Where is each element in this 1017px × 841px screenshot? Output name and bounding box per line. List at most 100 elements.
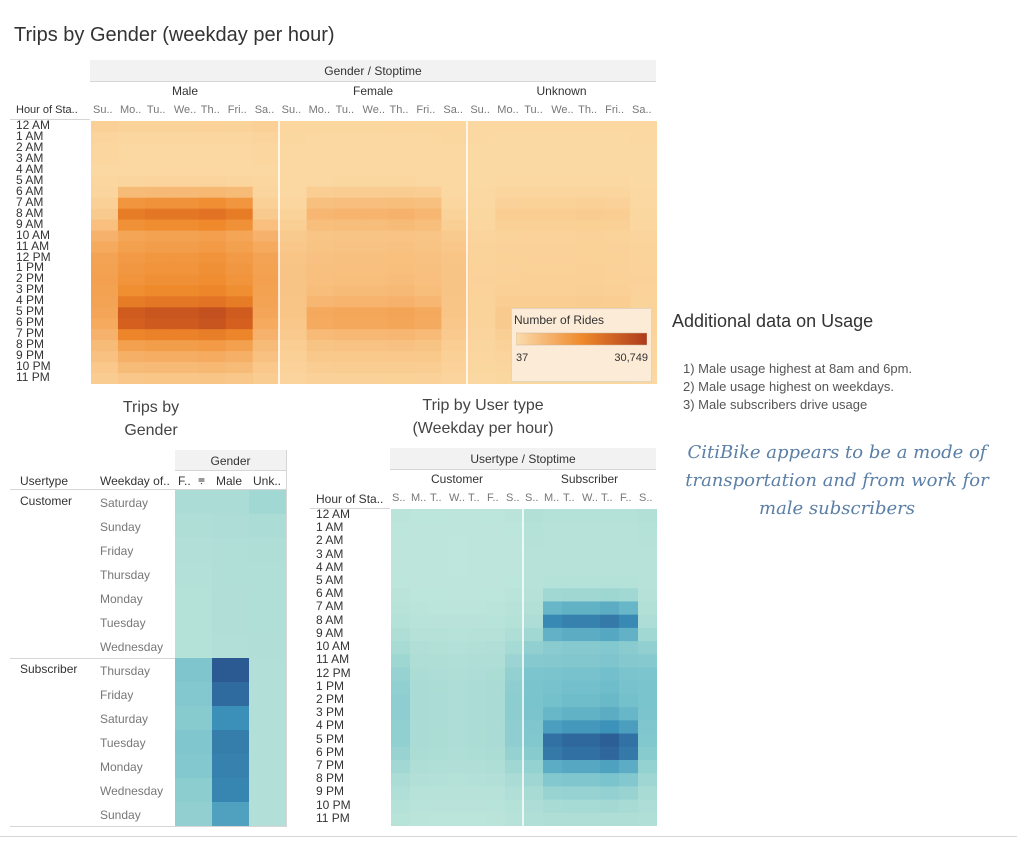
heatmap-cell[interactable] — [225, 131, 254, 144]
heatmap-cell[interactable] — [225, 318, 254, 330]
heatmap-cell[interactable] — [117, 131, 146, 144]
heatmap-cell[interactable] — [619, 667, 639, 682]
heatmap-cell[interactable] — [225, 274, 254, 286]
heatmap-cell[interactable] — [505, 799, 525, 814]
heatmap-cell[interactable] — [306, 230, 335, 243]
heatmap-cell[interactable] — [448, 720, 468, 735]
heatmap-cell[interactable] — [225, 197, 254, 210]
heatmap-cell[interactable] — [144, 121, 173, 133]
heatmap-cell[interactable] — [467, 667, 487, 682]
heatmap-cell[interactable] — [603, 285, 631, 297]
heatmap-cell[interactable] — [249, 562, 286, 587]
heatmap-cell[interactable] — [175, 514, 213, 539]
heatmap-cell[interactable] — [495, 230, 523, 243]
heatmap-cell[interactable] — [495, 241, 523, 254]
heatmap-cell[interactable] — [448, 733, 468, 748]
heatmap-cell[interactable] — [117, 263, 146, 276]
heatmap-cell[interactable] — [171, 121, 200, 133]
heatmap-cell[interactable] — [306, 186, 335, 199]
heatmap-cell[interactable] — [495, 329, 523, 341]
heatmap-cell[interactable] — [91, 186, 119, 199]
heatmap-cell[interactable] — [576, 263, 604, 276]
heatmap-cell[interactable] — [91, 263, 119, 276]
heatmap-cell[interactable] — [212, 610, 250, 635]
heatmap-cell[interactable] — [333, 175, 362, 188]
heatmap-cell[interactable] — [360, 274, 389, 286]
heatmap-cell[interactable] — [225, 329, 254, 341]
heatmap-cell[interactable] — [391, 535, 411, 550]
heatmap-cell[interactable] — [225, 121, 254, 133]
heatmap-cell[interactable] — [144, 131, 173, 144]
heatmap-cell[interactable] — [522, 285, 550, 297]
heatmap-cell[interactable] — [387, 142, 416, 155]
heatmap-cell[interactable] — [495, 153, 523, 166]
heatmap-cell[interactable] — [414, 230, 442, 243]
heatmap-cell[interactable] — [638, 707, 657, 721]
heatmap-cell[interactable] — [543, 786, 563, 801]
heatmap-cell[interactable] — [448, 812, 468, 826]
heatmap-cell[interactable] — [467, 733, 487, 748]
heatmap-cell[interactable] — [467, 799, 487, 814]
heatmap-cell[interactable] — [495, 340, 523, 352]
heatmap-cell[interactable] — [410, 667, 430, 682]
heatmap-cell[interactable] — [360, 230, 389, 243]
heatmap-cell[interactable] — [448, 759, 468, 774]
heatmap-cell[interactable] — [279, 263, 308, 276]
heatmap-cell[interactable] — [522, 175, 550, 188]
heatmap-cell[interactable] — [467, 759, 487, 774]
heatmap-cell[interactable] — [144, 340, 173, 352]
heatmap-cell[interactable] — [638, 667, 657, 682]
heatmap-cell[interactable] — [429, 733, 449, 748]
heatmap-cell[interactable] — [387, 362, 416, 374]
heatmap-cell[interactable] — [333, 164, 362, 177]
heatmap-cell[interactable] — [144, 230, 173, 243]
heatmap-cell[interactable] — [171, 186, 200, 199]
heatmap-cell[interactable] — [391, 707, 411, 721]
heatmap-cell[interactable] — [410, 680, 430, 695]
heatmap-cell[interactable] — [117, 186, 146, 199]
heatmap-cell[interactable] — [360, 131, 389, 144]
heatmap-cell[interactable] — [414, 197, 442, 210]
heatmap-cell[interactable] — [279, 186, 308, 199]
heatmap-cell[interactable] — [429, 535, 449, 550]
heatmap-cell[interactable] — [360, 175, 389, 188]
heatmap-cell[interactable] — [306, 296, 335, 308]
heatmap-cell[interactable] — [467, 786, 487, 801]
heatmap-cell[interactable] — [225, 373, 254, 384]
heatmap-cell[interactable] — [549, 164, 577, 177]
heatmap-cell[interactable] — [333, 351, 362, 363]
heatmap-cell[interactable] — [212, 778, 250, 803]
heatmap-cell[interactable] — [306, 153, 335, 166]
heatmap-cell[interactable] — [505, 654, 525, 669]
heatmap-cell[interactable] — [225, 175, 254, 188]
heatmap-cell[interactable] — [441, 164, 469, 177]
heatmap-cell[interactable] — [467, 561, 487, 576]
heatmap-cell[interactable] — [279, 296, 308, 308]
heatmap-cell[interactable] — [391, 614, 411, 629]
heatmap-cell[interactable] — [91, 340, 119, 352]
heatmap-cell[interactable] — [91, 296, 119, 308]
heatmap-cell[interactable] — [543, 641, 563, 655]
heatmap-cell[interactable] — [549, 274, 577, 286]
heatmap-cell[interactable] — [522, 121, 550, 133]
heatmap-cell[interactable] — [581, 575, 601, 589]
heatmap-cell[interactable] — [144, 252, 173, 265]
heatmap-cell[interactable] — [175, 634, 213, 659]
heatmap-cell[interactable] — [524, 720, 544, 735]
heatmap-cell[interactable] — [467, 575, 487, 589]
heatmap-cell[interactable] — [600, 812, 620, 826]
heatmap-cell[interactable] — [495, 121, 523, 133]
heatmap-cell[interactable] — [252, 285, 281, 297]
heatmap-cell[interactable] — [468, 164, 496, 177]
heatmap-cell[interactable] — [505, 641, 525, 655]
heatmap-cell[interactable] — [252, 241, 281, 254]
heatmap-cell[interactable] — [391, 733, 411, 748]
heatmap-cell[interactable] — [360, 153, 389, 166]
heatmap-cell[interactable] — [576, 296, 604, 308]
heatmap-cell[interactable] — [212, 730, 250, 755]
heatmap-cell[interactable] — [414, 175, 442, 188]
heatmap-cell[interactable] — [333, 274, 362, 286]
heatmap-cell[interactable] — [486, 799, 506, 814]
heatmap-cell[interactable] — [252, 208, 281, 221]
heatmap-cell[interactable] — [562, 733, 582, 748]
